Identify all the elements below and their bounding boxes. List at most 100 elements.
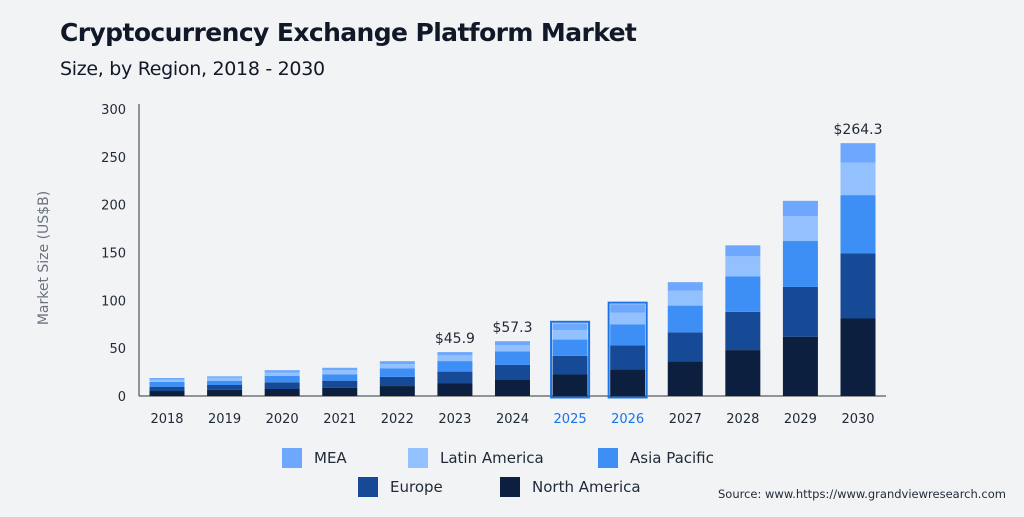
bar-segment-latin-america xyxy=(840,162,876,196)
bar-segment-north-america xyxy=(322,387,358,396)
y-tick-label: 200 xyxy=(101,199,126,214)
y-tick-label: 0 xyxy=(118,390,126,405)
bar-segment-north-america xyxy=(495,379,530,396)
y-tick-label: 250 xyxy=(101,151,126,166)
bar-segment-mea xyxy=(495,341,530,346)
x-tick-label: 2022 xyxy=(381,412,414,427)
bar-segment-mea xyxy=(840,143,876,163)
bar-segment-north-america xyxy=(207,389,243,396)
bar-segment-europe xyxy=(552,355,588,375)
legend-label: North America xyxy=(532,478,641,496)
highlight-outline xyxy=(607,301,648,399)
bar-segment-north-america xyxy=(149,391,185,396)
x-tick-label: 2018 xyxy=(150,412,183,427)
bar-segment-north-america xyxy=(610,369,646,396)
bar-segment-latin-america xyxy=(437,355,473,362)
legend-label: Latin America xyxy=(440,449,544,467)
bar-segment-europe xyxy=(495,364,530,380)
data-label: $264.3 xyxy=(834,122,883,138)
data-label: $45.9 xyxy=(435,331,475,347)
x-tick-label: 2029 xyxy=(784,412,817,427)
bar-segment-mea xyxy=(437,352,473,356)
x-tick-label: 2025 xyxy=(554,412,587,427)
legend-swatch xyxy=(408,448,428,468)
y-tick-label: 300 xyxy=(101,103,126,118)
y-axis-title: Market Size (US$B) xyxy=(36,191,52,325)
bar-segment-mea xyxy=(610,304,646,313)
legend-item-mea: MEA xyxy=(282,448,347,468)
chart-title: Cryptocurrency Exchange Platform Market xyxy=(60,18,637,47)
bar-segment-asia-pacific xyxy=(379,368,415,377)
bar-segment-europe xyxy=(322,380,358,388)
bar-segment-europe xyxy=(207,384,243,390)
bar-segment-asia-pacific xyxy=(840,195,876,254)
legend-item-north-america: North America xyxy=(500,477,641,497)
bar-segment-europe xyxy=(725,311,761,351)
x-tick-label: 2026 xyxy=(611,412,644,427)
legend-swatch xyxy=(358,477,378,497)
legend-label: Europe xyxy=(390,478,443,496)
bar-segment-mea xyxy=(149,378,185,380)
bar-segment-latin-america xyxy=(610,312,646,325)
bar-segment-north-america xyxy=(725,350,761,396)
chart-subtitle: Size, by Region, 2018 - 2030 xyxy=(60,58,325,80)
highlight-outline xyxy=(550,320,591,399)
source-note: Source: www.https://www.grandviewresearc… xyxy=(718,487,1006,501)
bar-segment-asia-pacific xyxy=(264,376,300,383)
x-tick-label: 2021 xyxy=(323,412,356,427)
bar-segment-europe xyxy=(379,376,415,387)
bar-segment-latin-america xyxy=(207,377,243,381)
bar-segment-latin-america xyxy=(552,329,588,340)
legend-item-latin-america: Latin America xyxy=(408,448,544,468)
bar-segment-latin-america xyxy=(149,379,185,382)
bar-segment-north-america xyxy=(782,336,818,396)
bar-segment-asia-pacific xyxy=(552,339,588,356)
bar-segment-latin-america xyxy=(379,364,415,369)
bar-segment-europe xyxy=(840,253,876,319)
bar-segment-north-america xyxy=(437,383,473,396)
legend-swatch xyxy=(282,448,302,468)
bar-segment-latin-america xyxy=(725,256,761,277)
bar-segment-north-america xyxy=(552,374,588,396)
legend-swatch xyxy=(598,448,618,468)
bar-segment-asia-pacific xyxy=(207,380,243,385)
bar-segment-north-america xyxy=(667,361,703,396)
legend-swatch xyxy=(500,477,520,497)
bar-segment-europe xyxy=(437,371,473,384)
x-tick-label: 2023 xyxy=(438,412,471,427)
bar-segment-mea xyxy=(264,370,300,373)
x-tick-label: 2024 xyxy=(496,412,529,427)
bar-segment-europe xyxy=(264,382,300,390)
bar-segment-latin-america xyxy=(264,372,300,377)
bar-segment-asia-pacific xyxy=(149,381,185,387)
bar-segment-europe xyxy=(782,286,818,337)
bar-segment-asia-pacific xyxy=(782,241,818,287)
bar-segment-mea xyxy=(782,200,818,217)
bar-segment-latin-america xyxy=(782,216,818,242)
bar-segment-europe xyxy=(610,345,646,370)
x-tick-label: 2027 xyxy=(669,412,702,427)
y-tick-label: 150 xyxy=(101,247,126,262)
bar-segment-mea xyxy=(322,367,358,371)
x-tick-label: 2030 xyxy=(841,412,874,427)
bar-segment-asia-pacific xyxy=(667,305,703,333)
bar-segment-europe xyxy=(149,386,185,392)
bar-segment-north-america xyxy=(840,318,876,396)
legend-item-asia-pacific: Asia Pacific xyxy=(598,448,714,468)
bar-segment-north-america xyxy=(379,386,415,396)
data-label: $57.3 xyxy=(492,320,532,336)
bar-segment-asia-pacific xyxy=(322,374,358,381)
bar-segment-north-america xyxy=(264,389,300,396)
bar-segment-latin-america xyxy=(495,345,530,352)
bar-segment-asia-pacific xyxy=(495,351,530,365)
bar-segment-europe xyxy=(667,332,703,362)
bar-segment-mea xyxy=(667,282,703,291)
bar-segment-asia-pacific xyxy=(437,361,473,372)
y-tick-label: 100 xyxy=(101,294,126,309)
bar-segment-latin-america xyxy=(667,290,703,306)
legend-item-europe: Europe xyxy=(358,477,443,497)
bar-segment-asia-pacific xyxy=(725,276,761,312)
bar-segment-mea xyxy=(725,245,761,257)
legend-label: MEA xyxy=(314,449,347,467)
